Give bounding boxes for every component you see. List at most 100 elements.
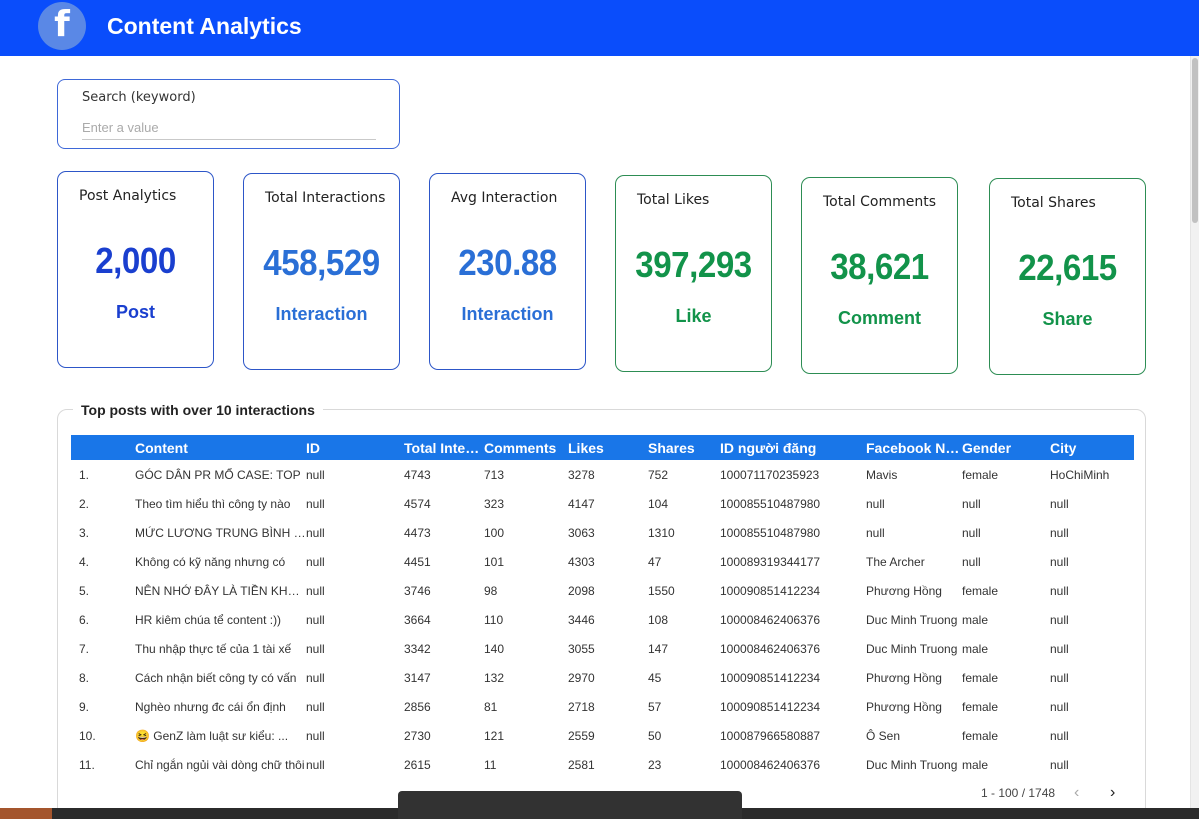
gender-cell: female: [962, 699, 999, 714]
column-header-city[interactable]: City: [1050, 439, 1077, 456]
poster-id-cell: 100071170235923: [720, 467, 820, 482]
kpi-card-post-analytics: Post Analytics 2,000 Post: [57, 171, 214, 368]
chevron-right-icon[interactable]: ›: [1110, 784, 1116, 801]
kpi-card-avg-interaction: Avg Interaction 230.88 Interaction: [429, 173, 586, 370]
table-row[interactable]: 3. MỨC LƯƠNG TRUNG BÌNH CỦA null 4473 100 306…: [71, 518, 1134, 547]
column-header-comments[interactable]: Comments: [484, 439, 557, 456]
kpi-unit: Interaction: [461, 304, 554, 324]
city-cell: HoChiMinh: [1050, 467, 1110, 482]
gender-cell: null: [962, 496, 981, 511]
gender-cell: female: [962, 467, 999, 482]
city-cell: null: [1050, 757, 1069, 772]
kpi-value: 458,529: [263, 242, 380, 283]
comments-cell: 110: [484, 612, 504, 627]
kpi-unit: Share: [1042, 309, 1093, 329]
search-input[interactable]: [82, 116, 376, 140]
content-cell: Theo tìm hiểu thì công ty nào: [135, 496, 291, 511]
content-cell: Không có kỹ năng nhưng có: [135, 554, 286, 569]
table-row[interactable]: 10. 😆 GenZ làm luật sư kiểu: ... null 2730 1…: [71, 721, 1134, 750]
kpi-unit: Interaction: [275, 304, 368, 324]
comments-cell: 132: [484, 670, 505, 685]
scrollbar-thumb[interactable]: [1192, 58, 1198, 223]
content-cell: 😆 GenZ làm luật sư kiểu: ...: [135, 728, 289, 743]
table-row[interactable]: 6. HR kiêm chúa tể content :)) null 3664 110…: [71, 605, 1134, 634]
likes-cell: 2098: [568, 583, 595, 598]
likes-cell: 2718: [568, 699, 595, 714]
column-header-id[interactable]: ID: [306, 439, 320, 456]
gender-cell: male: [962, 612, 989, 627]
poster-id-cell: 100085510487980: [720, 525, 821, 540]
kpi-value: 397,293: [635, 244, 752, 285]
comments-cell: 121: [484, 728, 505, 743]
app-title: Content Analytics: [107, 13, 302, 39]
id-cell: null: [306, 699, 325, 714]
content-cell: Chỉ ngắn ngủi vài dòng chữ thôi: [135, 757, 305, 772]
table-row[interactable]: 2. Theo tìm hiểu thì công ty nào null 4574 3…: [71, 489, 1134, 518]
comments-cell: 323: [484, 496, 505, 511]
shares-cell: 1310: [648, 525, 675, 540]
table-row[interactable]: 7. Thu nhập thực tế của 1 tài xế null 3342 1…: [71, 634, 1134, 663]
kpi-title: Total Shares: [1011, 195, 1096, 211]
total-interactions-cell: 4574: [404, 496, 431, 511]
row-index: 8.: [79, 670, 90, 685]
table-row[interactable]: 8. Cách nhận biết công ty có vấn null 3147 1…: [71, 663, 1134, 692]
column-header-shares[interactable]: Shares: [648, 439, 695, 456]
column-header-content[interactable]: Content: [135, 439, 188, 456]
column-header-total-interactions[interactable]: Total Interactions: [404, 439, 484, 456]
kpi-title: Total Likes: [637, 192, 710, 208]
table-row[interactable]: 1. GÓC DÂN PR MỔ CASE: TOP null 4743 713 3278…: [71, 460, 1134, 489]
facebook-name-cell: Phương Hồng: [866, 670, 942, 685]
kpi-value: 22,615: [1018, 247, 1117, 288]
table-body: 1. GÓC DÂN PR MỔ CASE: TOP null 4743 713 3278…: [71, 460, 1134, 779]
facebook-name-cell: Phương Hồng: [866, 699, 942, 714]
row-index: 6.: [79, 612, 90, 627]
shares-cell: 50: [648, 728, 662, 743]
table-row[interactable]: 4. Không có kỹ năng nhưng có null 4451 101 43…: [71, 547, 1134, 576]
kpi-value: 2,000: [95, 240, 176, 281]
column-header-likes[interactable]: Likes: [568, 439, 604, 456]
search-label: Search (keyword): [82, 90, 196, 105]
likes-cell: 3446: [568, 612, 595, 627]
facebook-name-cell: Duc Minh Truong: [866, 612, 958, 627]
vertical-scrollbar[interactable]: [1190, 56, 1199, 808]
facebook-name-cell: null: [866, 496, 885, 511]
row-index: 3.: [79, 525, 90, 540]
total-interactions-cell: 2730: [404, 728, 431, 743]
id-cell: null: [306, 496, 325, 511]
table-row[interactable]: 9. Nghèo nhưng đc cái ổn định null 2856 81 27…: [71, 692, 1134, 721]
column-header-facebook-name[interactable]: Facebook Name: [866, 439, 962, 456]
content-cell: Cách nhận biết công ty có vấn: [135, 670, 297, 685]
table-row[interactable]: 11. Chỉ ngắn ngủi vài dòng chữ thôi null 26…: [71, 750, 1134, 779]
column-header-index: [71, 435, 135, 460]
poster-id-cell: 100090851412234: [720, 583, 821, 598]
row-index: 7.: [79, 641, 90, 656]
snackbar: [398, 791, 742, 819]
city-cell: null: [1050, 612, 1069, 627]
shares-cell: 147: [648, 641, 669, 656]
poster-id-cell: 100090851412234: [720, 670, 821, 685]
city-cell: null: [1050, 699, 1069, 714]
poster-id-cell: 100087966580887: [720, 728, 821, 743]
column-header-gender[interactable]: Gender: [962, 439, 1012, 456]
shares-cell: 23: [648, 757, 662, 772]
city-cell: null: [1050, 728, 1069, 743]
search-control: Search (keyword): [57, 79, 400, 149]
shares-cell: 108: [648, 612, 669, 627]
kpi-card-total-shares: Total Shares 22,615 Share: [989, 178, 1146, 375]
row-index: 5.: [79, 583, 90, 598]
total-interactions-cell: 3746: [404, 583, 431, 598]
total-interactions-cell: 2615: [404, 757, 431, 772]
column-header-poster-id[interactable]: ID người đăng: [720, 439, 817, 456]
taskbar-active-item[interactable]: [0, 808, 52, 819]
comments-cell: 100: [484, 525, 505, 540]
facebook-name-cell: Duc Minh Truong: [866, 641, 958, 656]
facebook-name-cell: Phương Hồng: [866, 583, 942, 598]
total-interactions-cell: 2856: [404, 699, 431, 714]
chevron-left-icon[interactable]: ‹: [1074, 784, 1080, 801]
content-cell: GÓC DÂN PR MỔ CASE: TOP: [135, 467, 301, 482]
kpi-card-total-interactions: Total Interactions 458,529 Interaction: [243, 173, 400, 370]
table-row[interactable]: 5. NÊN NHỚ ĐÂY LÀ TIỀN KHÔNG null 3746 98 209…: [71, 576, 1134, 605]
facebook-name-cell: Ô Sen: [866, 728, 901, 743]
table-title: Top posts with over 10 interactions: [73, 402, 323, 418]
total-interactions-cell: 4743: [404, 467, 431, 482]
